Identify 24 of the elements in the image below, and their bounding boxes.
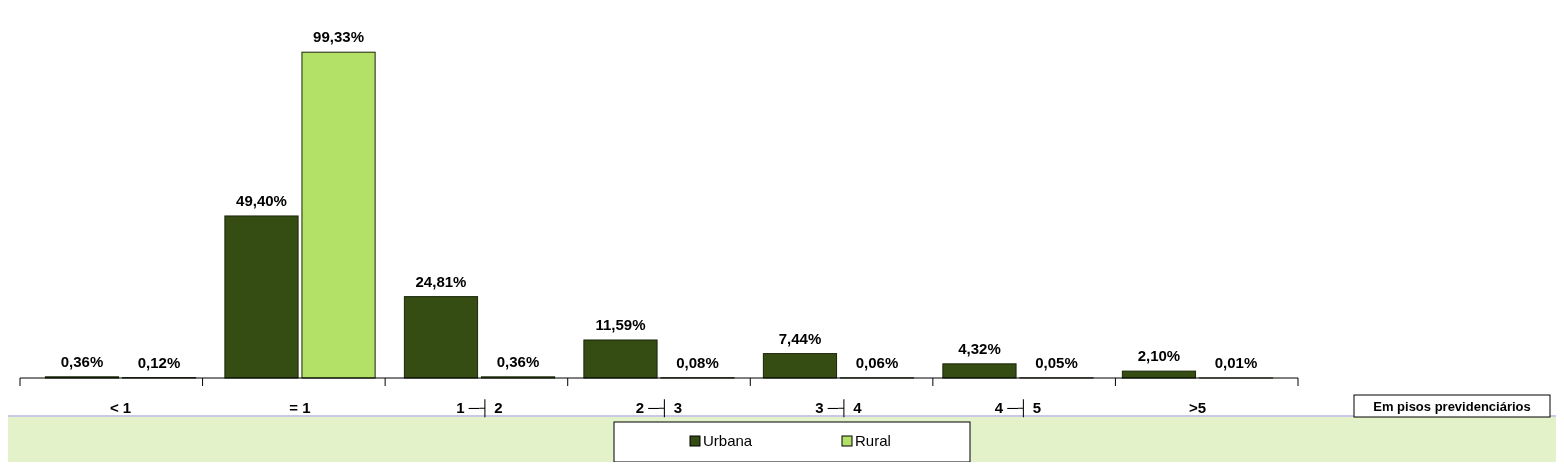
legend-label: Urbana (703, 432, 753, 449)
x-tick-label: 3 ─┤ 4 (815, 399, 863, 418)
x-tick-label: >5 (1188, 399, 1207, 416)
text: Em pisos previdenciários (1373, 399, 1531, 414)
data-label: 4,32% (958, 339, 1001, 357)
data-label: 0,08% (676, 353, 719, 371)
data-label: 0,01% (1214, 353, 1258, 371)
data-label: 0,36% (496, 352, 540, 370)
x-tick-label: 4 ─┤ 5 (994, 399, 1042, 418)
data-label: 49,40% (236, 191, 287, 209)
legend-label: Rural (855, 432, 891, 449)
data-label: 0,05% (1035, 353, 1078, 371)
x-tick-label: < 1 (109, 399, 132, 416)
x-tick-label: 1 ─┤ 2 (456, 399, 503, 418)
data-label: 99,33% (313, 28, 364, 46)
data-label: 0,36% (60, 352, 104, 370)
data-label: 11,59% (595, 315, 646, 333)
x-tick-label: = 1 (289, 399, 311, 416)
x-tick-label: 2 ─┤ 3 (635, 399, 683, 418)
data-label: 0,12% (137, 353, 181, 371)
data-label: 24,81% (415, 272, 467, 290)
data-label: 7,44% (778, 329, 822, 347)
data-label: 0,06% (855, 353, 899, 371)
data-label: 2,10% (1137, 347, 1181, 365)
